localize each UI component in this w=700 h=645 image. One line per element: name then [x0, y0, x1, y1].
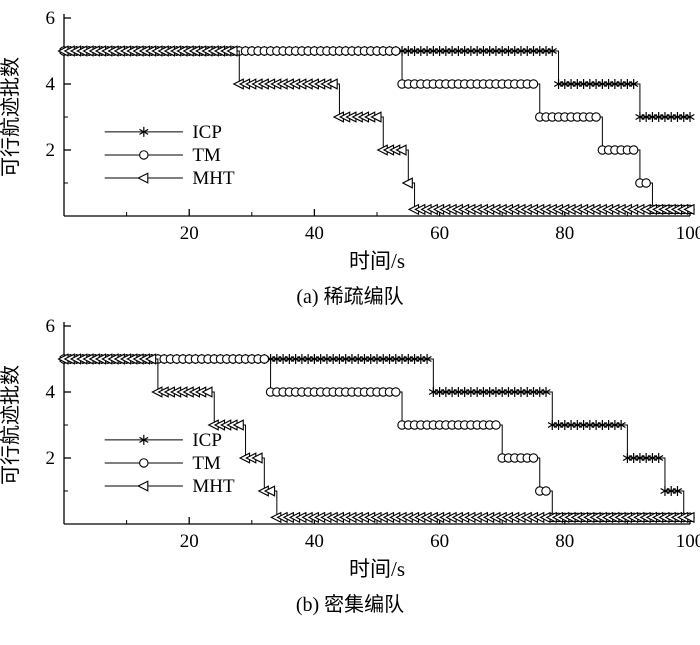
chart-a: 2 4 6 20 40 60 80 100 时间/s 可行航迹批数 ICP TM MHT: [0, 6, 700, 284]
ticks: 2 4 6 20 40 60 80 100: [46, 316, 700, 552]
ticks: 2 4 6 20 40 60 80 100: [46, 8, 700, 244]
x-tick-label: 100: [676, 223, 700, 244]
x-tick-label: 100: [676, 531, 700, 552]
legend-label-ICP: ICP: [192, 430, 222, 451]
y-tick-label: 2: [46, 140, 56, 161]
legend-label-TM: TM: [192, 145, 221, 166]
x-tick-label: 60: [430, 223, 449, 244]
series-MHT: [57, 353, 695, 524]
y-axis-title: 可行航迹批数: [0, 57, 22, 177]
series-TM: [59, 354, 695, 523]
x-tick-label: 20: [180, 531, 199, 552]
x-tick-label: 20: [180, 223, 199, 244]
x-tick-label: 80: [555, 531, 574, 552]
y-tick-label: 6: [46, 316, 56, 337]
series-ICP: [59, 354, 695, 523]
legend-label-TM: TM: [192, 453, 221, 474]
x-tick-label: 80: [555, 223, 574, 244]
series-MHT: [57, 45, 695, 216]
x-tick-label: 40: [305, 531, 324, 552]
y-tick-label: 2: [46, 448, 56, 469]
legend-label-ICP: ICP: [192, 122, 222, 143]
x-axis-title: 时间/s: [349, 249, 405, 273]
legend-label-MHT: MHT: [192, 476, 235, 497]
y-tick-label: 4: [46, 382, 56, 403]
y-axis-title: 可行航迹批数: [0, 365, 22, 485]
figure-page: 2 4 6 20 40 60 80 100 时间/s 可行航迹批数 ICP TM MHT (a) 稀疏编…: [0, 6, 700, 622]
figure-b: 2 4 6 20 40 60 80 100 时间/s 可行航迹批数 ICP TM MHT (b) 密集编…: [0, 314, 700, 622]
chart-b: 2 4 6 20 40 60 80 100 时间/s 可行航迹批数 ICP TM MHT: [0, 314, 700, 592]
series-ICP: [59, 46, 695, 122]
legend-label-MHT: MHT: [192, 168, 235, 189]
series-TM: [59, 46, 695, 215]
figure-a: 2 4 6 20 40 60 80 100 时间/s 可行航迹批数 ICP TM MHT (a) 稀疏编…: [0, 6, 700, 314]
x-tick-label: 40: [305, 223, 324, 244]
chart-a-subtitle: (a) 稀疏编队: [296, 286, 404, 308]
y-tick-label: 4: [46, 74, 56, 95]
y-tick-label: 6: [46, 8, 56, 29]
x-axis-title: 时间/s: [349, 557, 405, 581]
x-tick-label: 60: [430, 531, 449, 552]
chart-b-subtitle: (b) 密集编队: [295, 594, 405, 616]
